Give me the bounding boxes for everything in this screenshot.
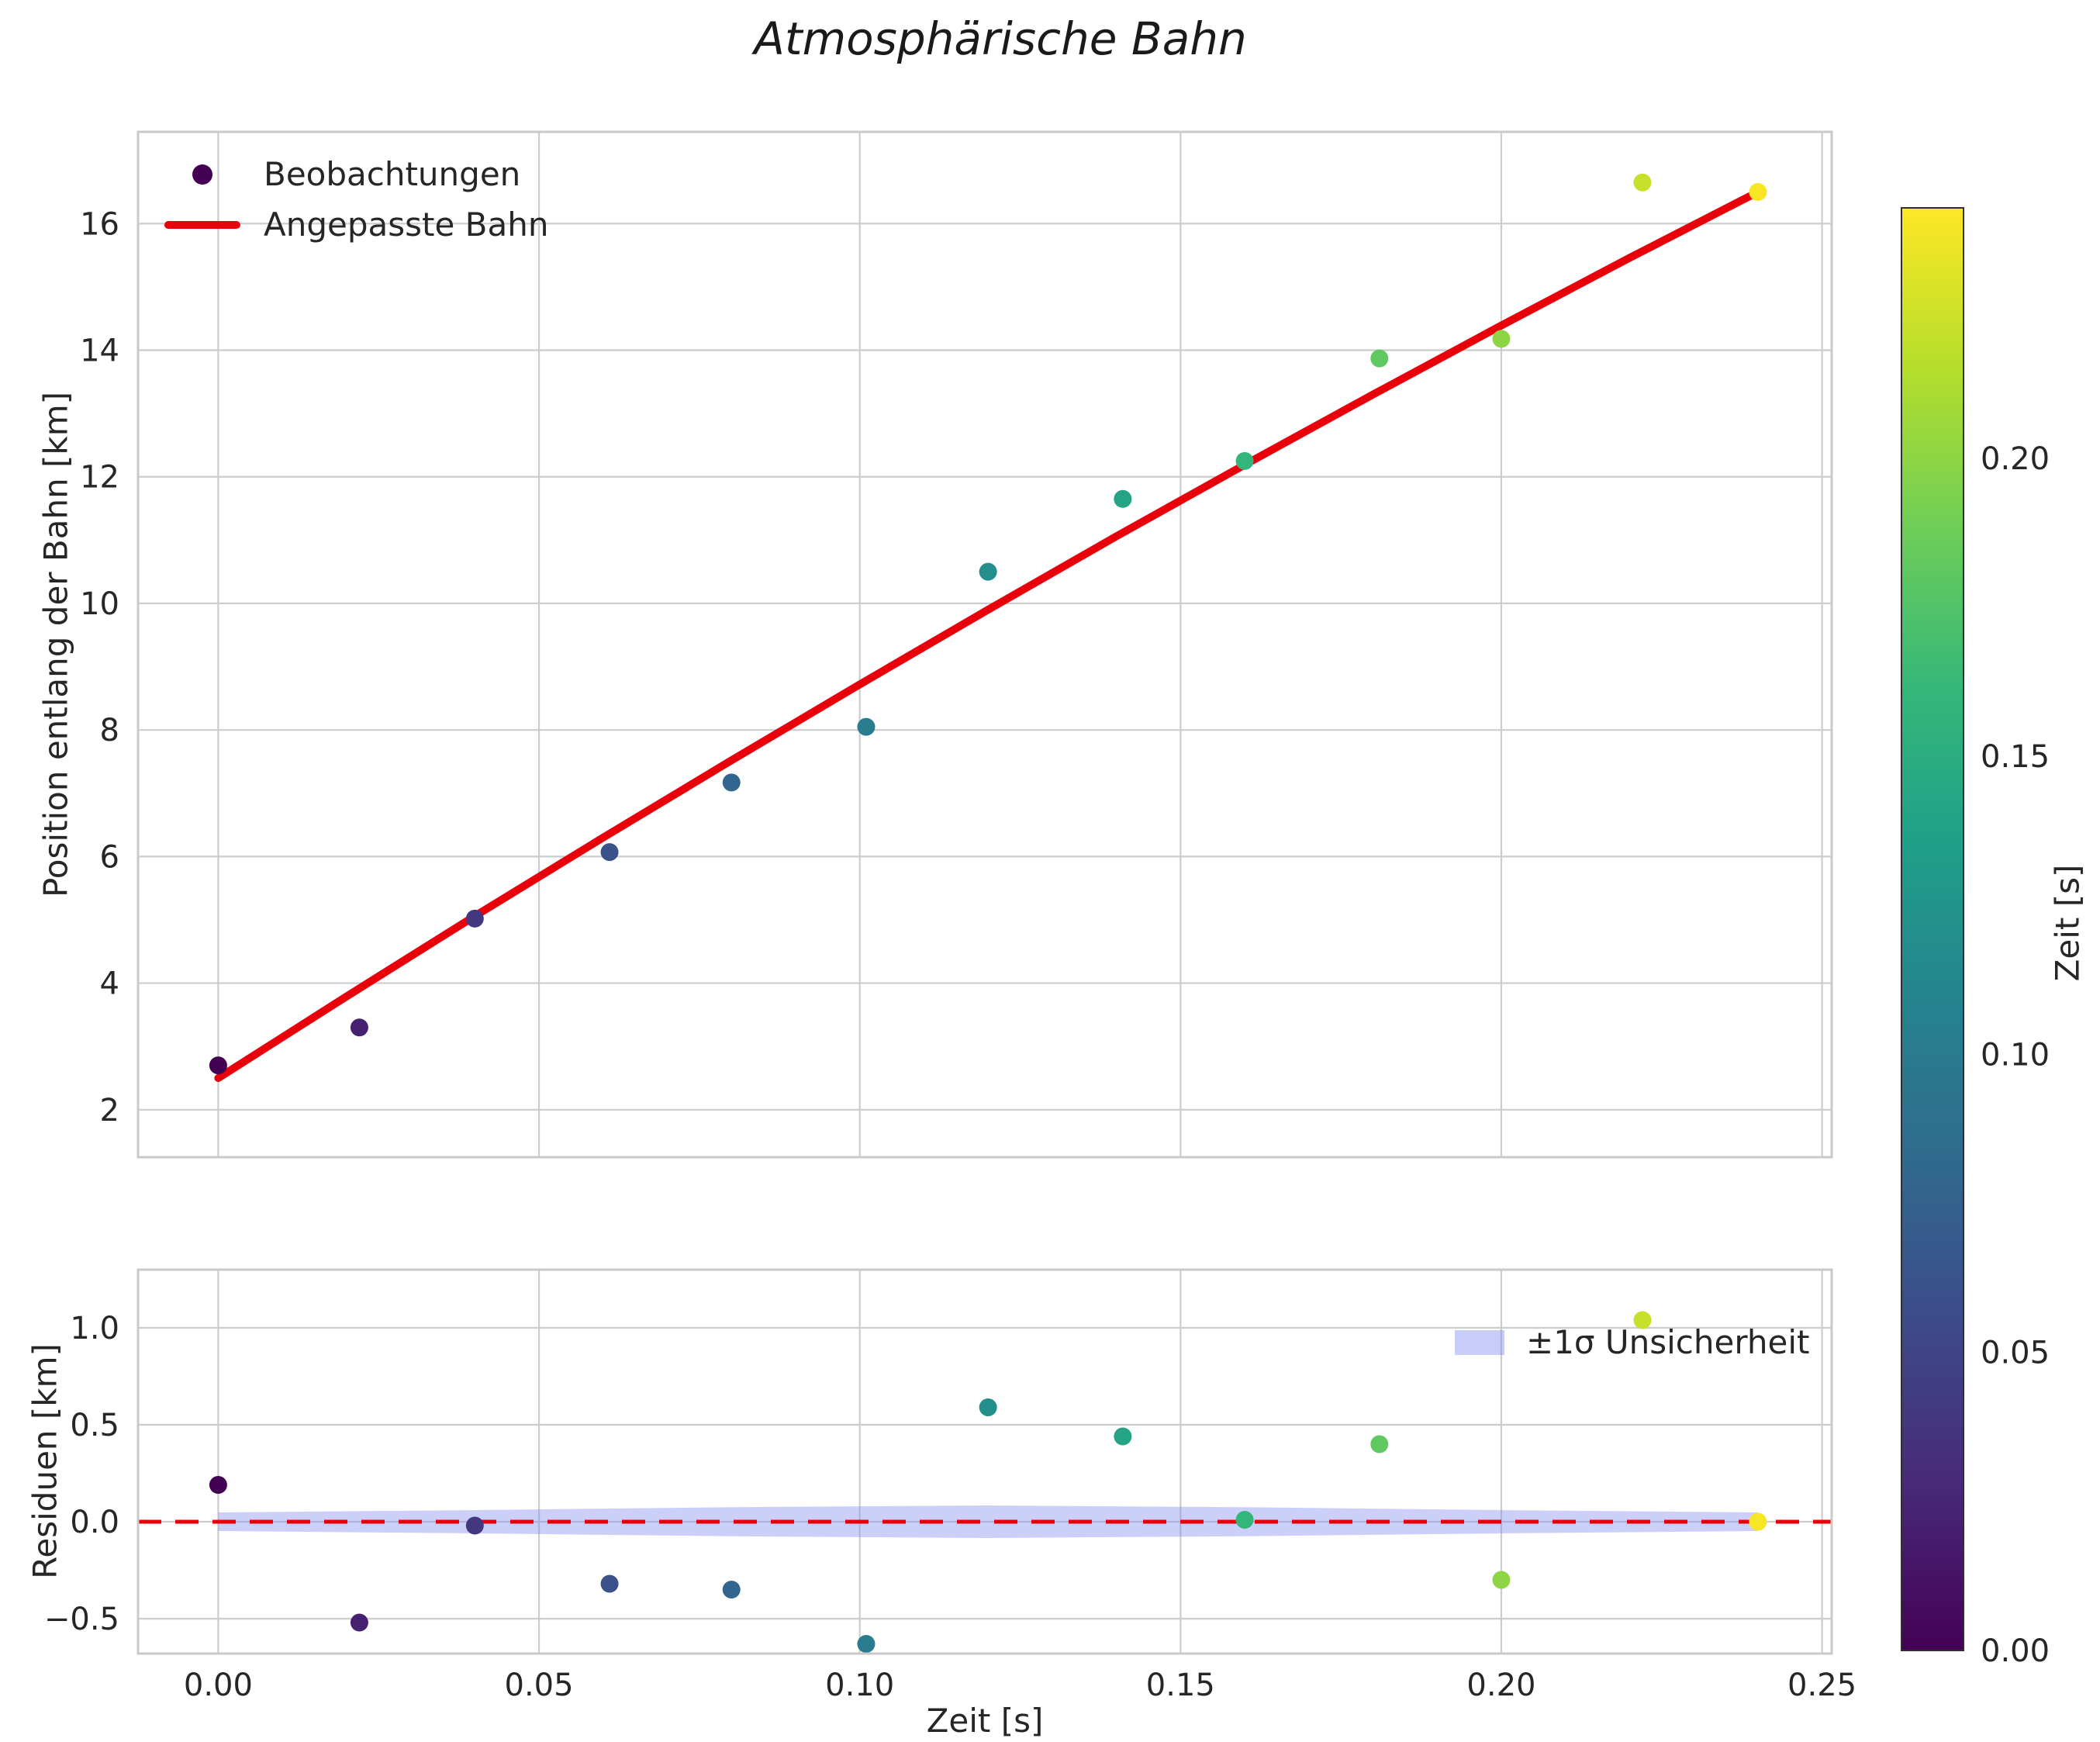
- observation-point: [857, 717, 876, 736]
- colorbar: 0.00 0.05 0.10 0.15 0.20: [1901, 207, 2050, 1669]
- residual-legend: ±1σ Unsicherheit: [1455, 1323, 1809, 1361]
- residual-point: [1370, 1435, 1389, 1453]
- residual-point: [1749, 1512, 1767, 1531]
- x-tick-label: 0.15: [1146, 1668, 1215, 1703]
- main-y-tick-label: 2: [100, 1093, 119, 1128]
- main-y-tick-label: 12: [80, 460, 119, 496]
- x-tick-label: 0.10: [825, 1668, 894, 1703]
- colorbar-tick-label: 0.10: [1981, 1037, 2050, 1073]
- residual-point: [1235, 1511, 1254, 1529]
- residual-plot: −0.5 0.0 0.5 1.0 0.00 0.05 0.10 0.15 0.20 0.25: [44, 1268, 1856, 1703]
- residual-point: [1633, 1311, 1652, 1329]
- residual-point: [465, 1516, 484, 1535]
- observation-point: [1235, 451, 1254, 470]
- observation-point: [1370, 349, 1389, 368]
- residual-y-tick-label: 0.5: [70, 1408, 119, 1443]
- legend-label-observations: Beobachtungen: [264, 155, 521, 193]
- legend-row-observations: Beobachtungen: [164, 155, 548, 193]
- observation-point: [1114, 489, 1132, 508]
- main-y-tick-label: 16: [80, 206, 119, 242]
- legend-row-uncertainty: ±1σ Unsicherheit: [1455, 1323, 1809, 1361]
- residual-point: [600, 1574, 619, 1593]
- colorbar-tick-label: 0.05: [1981, 1336, 2050, 1371]
- colorbar-tick-label: 0.15: [1981, 739, 2050, 775]
- observation-point: [1749, 183, 1767, 202]
- observations-marker-icon: [192, 164, 212, 185]
- observation-point: [209, 1056, 227, 1075]
- x-tick-label: 0.20: [1466, 1668, 1535, 1703]
- residual-y-tick-label: −0.5: [44, 1602, 119, 1637]
- residual-y-tick-label: 1.0: [70, 1311, 119, 1346]
- observation-point: [465, 909, 484, 928]
- observation-point: [350, 1018, 368, 1037]
- observation-point: [1633, 173, 1652, 192]
- observation-point: [600, 843, 619, 862]
- legend-label-uncertainty: ±1σ Unsicherheit: [1526, 1323, 1810, 1361]
- uncertainty-band-icon: [1455, 1329, 1504, 1355]
- main-y-tick-label: 10: [80, 586, 119, 622]
- x-tick-label: 0.25: [1787, 1668, 1856, 1703]
- legend-label-fit: Angepasste Bahn: [264, 206, 549, 244]
- observation-point: [1492, 330, 1511, 348]
- legend-row-fit: Angepasste Bahn: [164, 206, 548, 244]
- residual-point: [350, 1613, 368, 1632]
- fit-line-icon: [164, 220, 240, 229]
- residual-point: [1114, 1427, 1132, 1446]
- main-legend: Beobachtungen Angepasste Bahn: [164, 155, 548, 244]
- colorbar-tick-label: 0.20: [1981, 441, 2050, 477]
- colorbar-tick-label: 0.00: [1981, 1633, 2050, 1669]
- colorbar-gradient: [1901, 207, 1964, 1651]
- chart-title: Atmosphärische Bahn: [754, 12, 1247, 65]
- main-y-tick-label: 8: [100, 713, 119, 748]
- main-y-tick-label: 4: [100, 966, 119, 1002]
- residual-point: [722, 1581, 741, 1599]
- x-tick-label: 0.00: [184, 1668, 253, 1703]
- residual-point: [209, 1476, 227, 1494]
- main-y-tick-label: 6: [100, 839, 119, 875]
- main-plot: 2 4 6 8 10 12 14 16: [80, 130, 1833, 1159]
- residual-point: [857, 1635, 876, 1653]
- main-y-tick-label: 14: [80, 334, 119, 369]
- residual-point: [979, 1398, 997, 1416]
- x-tick-label: 0.05: [505, 1668, 574, 1703]
- fitted-trajectory-line: [214, 188, 1762, 1082]
- observation-point: [979, 562, 997, 581]
- residual-point: [1492, 1571, 1511, 1589]
- observation-point: [722, 773, 741, 792]
- x-axis-label: Zeit [s]: [926, 1702, 1044, 1740]
- residual-y-tick-label: 0.0: [70, 1505, 119, 1540]
- uncertainty-band: [218, 1505, 1758, 1538]
